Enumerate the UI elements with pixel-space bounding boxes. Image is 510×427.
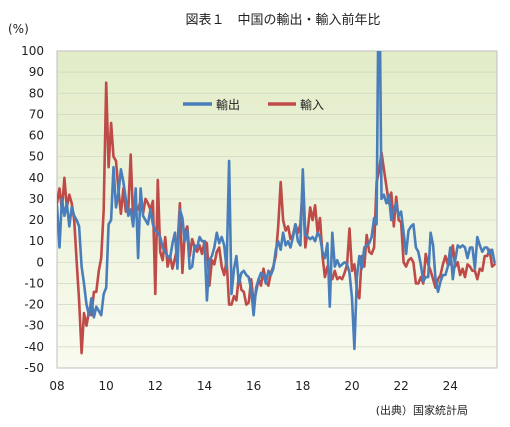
x-tick-label: 16 <box>246 379 261 393</box>
x-tick-label: 18 <box>295 379 310 393</box>
y-axis: -50 -40 -30 -20 -10 0 10 20 30 40 50 60 70 80 90 100 <box>21 44 44 375</box>
x-tick-label: 20 <box>344 379 359 393</box>
chart-title: 図表１ 中国の輸出・輸入前年比 <box>185 12 380 28</box>
plot-area <box>56 50 498 369</box>
x-tick-label: 14 <box>197 379 212 393</box>
y-tick-label: 50 <box>29 150 44 164</box>
y-tick-label: 60 <box>29 129 44 143</box>
x-tick-label: 08 <box>49 379 64 393</box>
y-tick-label: -10 <box>24 276 44 290</box>
x-tick-label: 10 <box>99 379 114 393</box>
x-tick-label: 12 <box>148 379 163 393</box>
y-tick-label: -30 <box>24 319 44 333</box>
y-tick-label: -20 <box>24 298 44 312</box>
x-tick-label: 22 <box>393 379 408 393</box>
series-lines <box>57 51 496 355</box>
legend-label-exports: 輸出 <box>216 97 240 112</box>
y-axis-unit-label: (%) <box>8 22 29 36</box>
y-tick-label: 90 <box>29 65 44 79</box>
y-tick-label: 40 <box>29 171 44 185</box>
y-tick-label: -50 <box>24 361 44 375</box>
y-tick-label: 100 <box>21 44 44 58</box>
y-tick-label: 20 <box>29 213 44 227</box>
y-tick-label: 30 <box>29 192 44 206</box>
x-axis: 08 10 12 14 16 18 20 22 24 <box>49 379 458 393</box>
legend-label-imports: 輸入 <box>300 97 324 112</box>
y-tick-label: 80 <box>29 86 44 100</box>
series-line-exports <box>57 51 496 351</box>
x-tick-label: 24 <box>443 379 458 393</box>
legend: 輸出 輸入 <box>183 97 324 112</box>
y-tick-label: -40 <box>24 340 44 354</box>
y-tick-label: 0 <box>36 255 44 269</box>
source-note: (出典）国家統計局 <box>376 403 468 417</box>
y-tick-label: 70 <box>29 107 44 121</box>
y-tick-label: 10 <box>29 234 44 248</box>
